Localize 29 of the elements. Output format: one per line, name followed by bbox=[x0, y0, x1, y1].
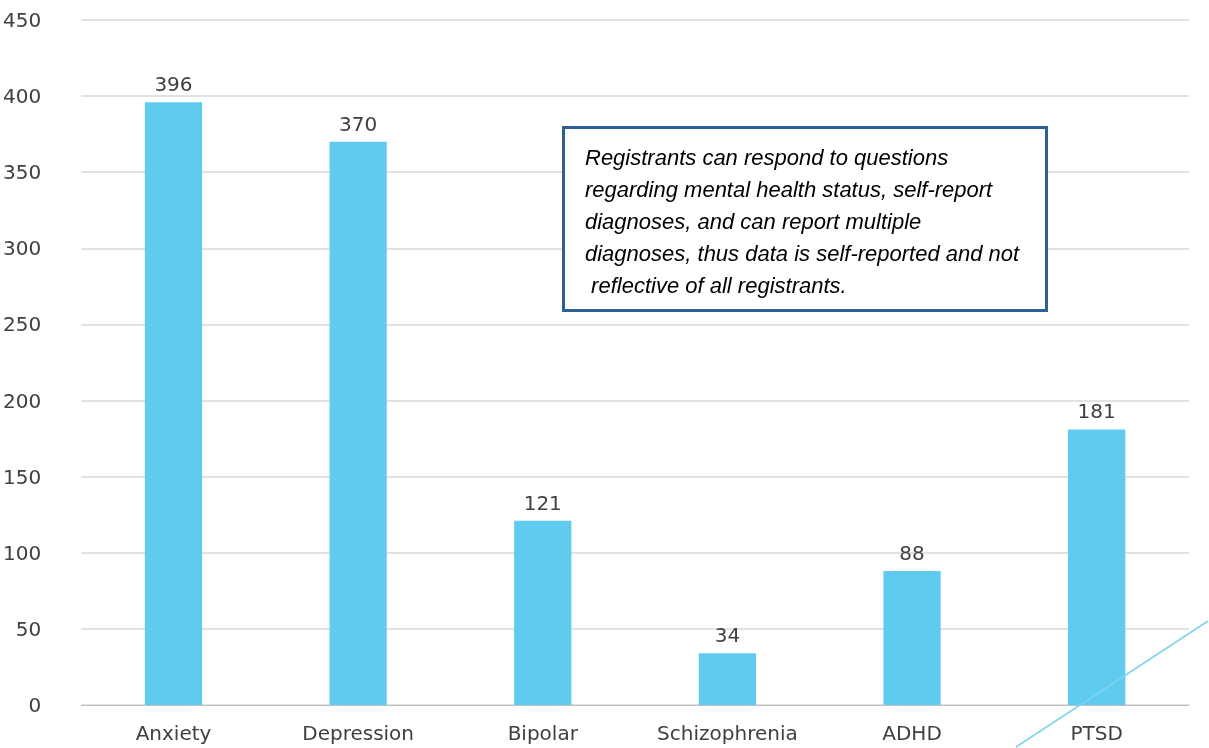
data-label: 396 bbox=[154, 72, 193, 97]
bar bbox=[1068, 429, 1126, 705]
data-label: 370 bbox=[339, 111, 378, 136]
data-label: 88 bbox=[899, 541, 925, 566]
y-tick-label: 250 bbox=[2, 312, 42, 337]
bar bbox=[514, 520, 572, 705]
y-tick-label: 100 bbox=[2, 540, 42, 565]
bar bbox=[144, 102, 203, 705]
y-tick-label: 150 bbox=[2, 464, 42, 489]
x-tick-label: PTSD bbox=[1070, 721, 1123, 745]
bar bbox=[329, 141, 387, 705]
y-tick-label: 400 bbox=[2, 84, 42, 109]
x-tick-label: Anxiety bbox=[135, 721, 212, 745]
y-tick-label: 50 bbox=[15, 616, 42, 641]
y-tick-label: 450 bbox=[2, 8, 42, 32]
y-tick-label: 0 bbox=[28, 693, 42, 717]
y-tick-label: 300 bbox=[2, 236, 42, 261]
data-label: 34 bbox=[714, 623, 741, 648]
data-label: 181 bbox=[1077, 399, 1116, 424]
x-tick-label: Schizophrenia bbox=[657, 721, 798, 745]
x-tick-label: ADHD bbox=[882, 721, 942, 745]
x-tick-label: Bipolar bbox=[507, 721, 579, 745]
bar bbox=[883, 571, 941, 705]
bar bbox=[698, 653, 757, 705]
y-tick-label: 200 bbox=[2, 388, 42, 413]
annotation: Registrants can respond to questions regarding mental health status, self-report diagnoses, and can report multiple diagnoses, thus data is self-reported and not reflective of all registrants. bbox=[585, 144, 1021, 298]
data-label: 121 bbox=[523, 490, 562, 515]
y-tick-label: 350 bbox=[2, 160, 42, 185]
x-tick-label: Depression bbox=[302, 721, 415, 745]
